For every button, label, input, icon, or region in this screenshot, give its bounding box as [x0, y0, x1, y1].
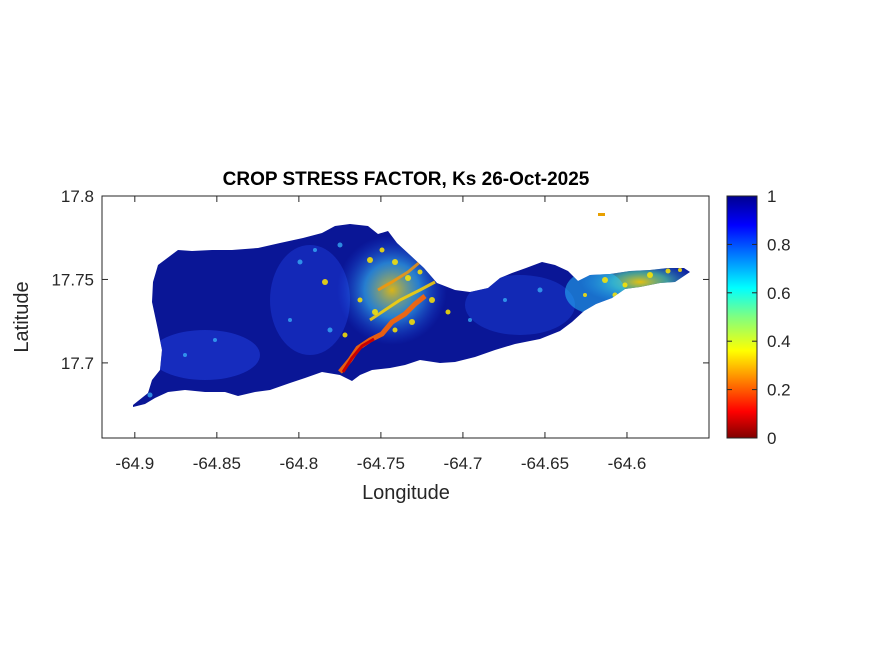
colorbar-tick-label: 0.6 — [767, 284, 791, 303]
x-tick-label: -64.9 — [115, 454, 154, 473]
stress-streak-2 — [369, 280, 436, 322]
x-tick-label: -64.8 — [279, 454, 318, 473]
stress-speckles — [322, 247, 682, 338]
colorbar-tick-label: 1 — [767, 187, 776, 206]
y-tick-label: 17.8 — [61, 187, 94, 206]
x-tick-label: -64.7 — [444, 454, 483, 473]
stress-streak-3 — [377, 260, 421, 292]
colorbar-tick-label: 0 — [767, 429, 776, 448]
moist-zone-east — [465, 275, 575, 335]
x-tick-label: -64.85 — [193, 454, 241, 473]
x-tick-label: -64.6 — [608, 454, 647, 473]
colorbar-tick-label: 0.8 — [767, 235, 791, 254]
moist-speckles — [147, 242, 543, 398]
y-axis-label: Latitude — [11, 281, 33, 352]
x-axis: -64.9 -64.85 -64.8 -64.75 -64.7 -64.65 -64.6 — [115, 196, 646, 473]
colorbar-tick-label: 0.4 — [767, 332, 791, 351]
severe-stress-core — [341, 337, 375, 373]
x-axis-label: Longitude — [362, 482, 450, 504]
colorbar-tick-label: 0.2 — [767, 381, 791, 400]
colorbar-ticks: 0 0.2 0.4 0.6 0.8 1 — [727, 187, 791, 448]
x-tick-label: -64.65 — [521, 454, 569, 473]
y-tick-label: 17.75 — [51, 270, 94, 289]
colorbar: 0 0.2 0.4 0.6 0.8 1 — [726, 187, 791, 448]
map-title: CROP STRESS FACTOR, Ks 26-Oct-2025 — [223, 169, 590, 190]
islet — [598, 213, 605, 216]
y-tick-label: 17.7 — [61, 354, 94, 373]
x-tick-label: -64.75 — [357, 454, 405, 473]
y-axis: 17.7 17.75 17.8 — [51, 187, 709, 373]
colorbar-gradient — [726, 195, 758, 439]
moist-zone-west — [150, 330, 260, 380]
